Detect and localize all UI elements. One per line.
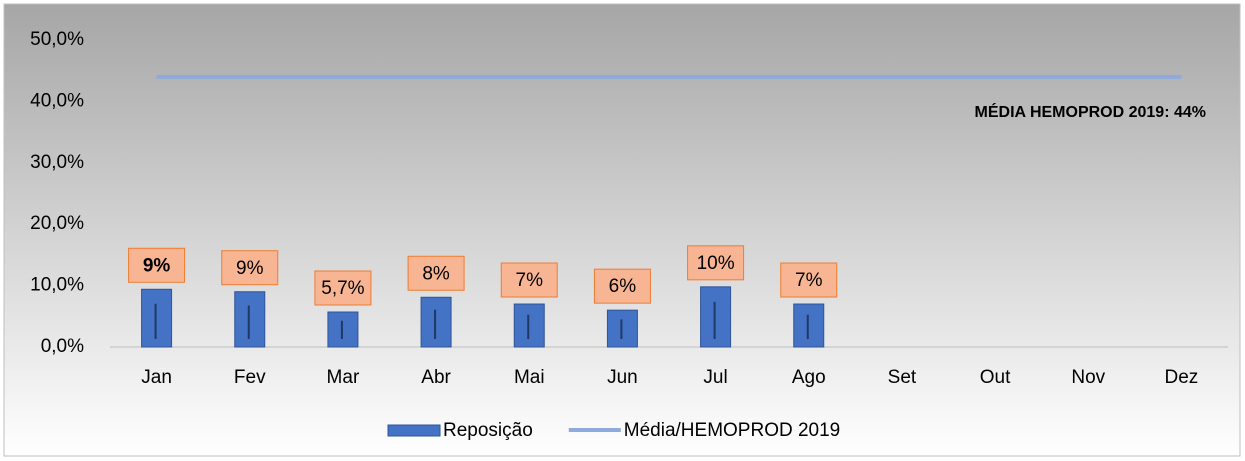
y-tick-label: 0,0% [41, 336, 84, 357]
data-label: 9% [143, 255, 171, 276]
data-label: 8% [422, 263, 450, 284]
legend-label: Reposição [443, 420, 533, 441]
data-label-box [780, 262, 838, 298]
data-label: 7% [516, 270, 544, 291]
data-label: 6% [609, 276, 637, 297]
data-label: 10% [697, 253, 735, 274]
data-label: 5,7% [321, 278, 364, 299]
data-label: 9% [236, 258, 264, 279]
x-tick-label: Set [888, 367, 917, 388]
legend-label: Média/HEMOPROD 2019 [624, 420, 840, 441]
x-tick-label: Jul [703, 367, 727, 388]
y-tick-label: 50,0% [30, 29, 84, 50]
data-label-box [314, 270, 372, 306]
data-label-box [500, 262, 558, 298]
x-tick-label: Ago [792, 367, 826, 388]
y-tick-label: 10,0% [30, 275, 84, 296]
x-tick-label: Jun [607, 367, 638, 388]
data-label-box [687, 245, 745, 281]
data-label-box [407, 255, 465, 291]
y-tick-label: 30,0% [30, 152, 84, 173]
x-tick-label: Fev [234, 367, 266, 388]
legend-swatch [387, 424, 441, 437]
x-tick-label: Mai [514, 367, 545, 388]
x-tick-label: Mar [327, 367, 360, 388]
data-label-box [128, 247, 186, 283]
x-tick-label: Out [980, 367, 1011, 388]
x-tick-label: Abr [421, 367, 451, 388]
chart-area [3, 3, 1241, 457]
x-tick-label: Jan [141, 367, 172, 388]
x-tick-label: Dez [1165, 367, 1199, 388]
y-tick-label: 20,0% [30, 213, 84, 234]
data-label-box [593, 268, 651, 304]
data-label-box [221, 250, 279, 286]
x-tick-label: Nov [1071, 367, 1105, 388]
annotation: MÉDIA HEMOPROD 2019: 44% [975, 102, 1206, 121]
y-tick-label: 40,0% [30, 90, 84, 111]
data-label: 7% [795, 270, 823, 291]
